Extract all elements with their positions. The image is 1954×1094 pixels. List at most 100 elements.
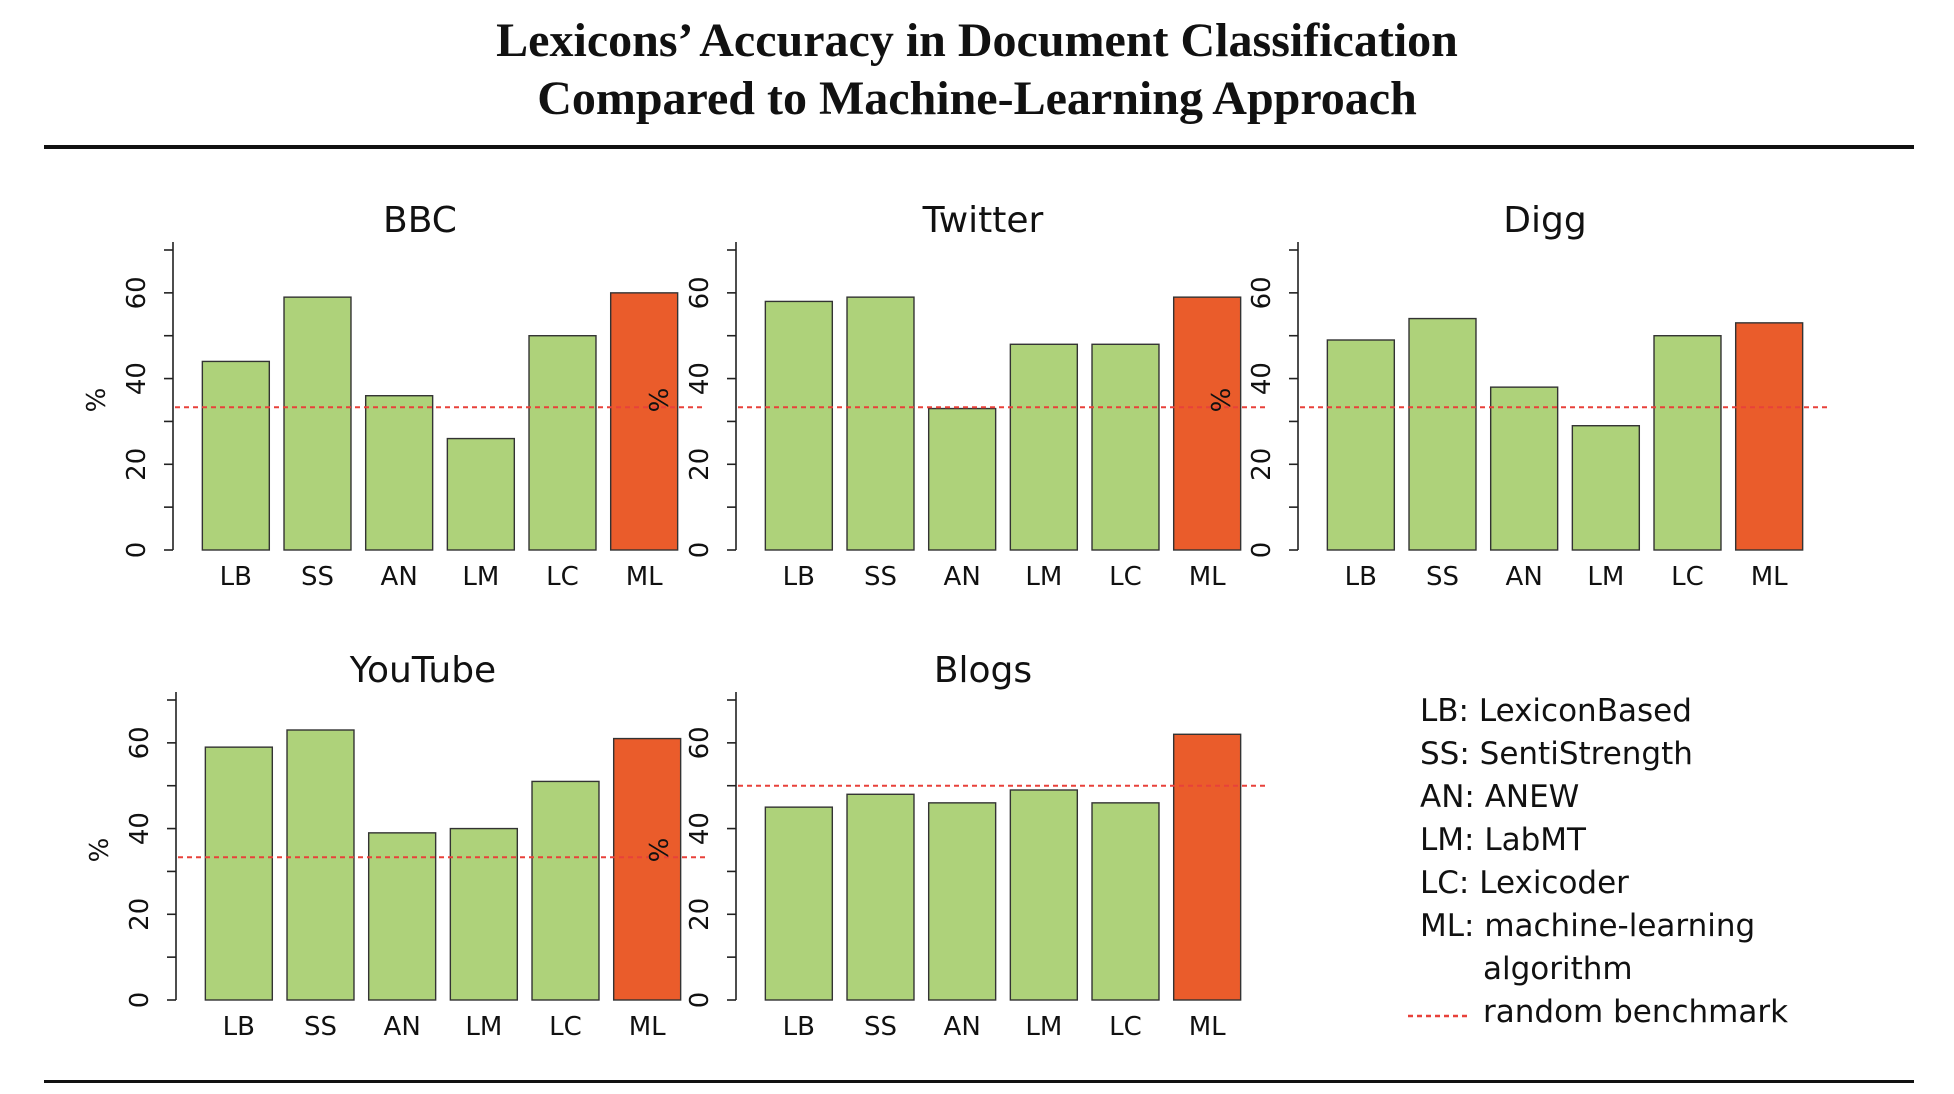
bar-twitter-lc — [1091, 343, 1160, 551]
legend-item-benchmark: random benchmark — [1408, 991, 1789, 1034]
x-tick-label-blogs-ml: ML — [1189, 1012, 1226, 1042]
y-tick-label-bbc: 0 — [122, 542, 152, 559]
y-tick-label-digg: 0 — [1247, 542, 1277, 559]
bar-blogs-lb — [764, 806, 834, 1001]
x-tick-label-digg-ss: SS — [1426, 562, 1459, 592]
x-tick-label-youtube-lc: LC — [549, 1012, 582, 1042]
y-tick-label-blogs: 40 — [685, 812, 715, 845]
bar-twitter-ss — [846, 296, 915, 551]
bar-bbc-lc — [528, 335, 597, 551]
bar-blogs-an — [927, 802, 997, 1001]
y-axis-label-twitter: % — [645, 388, 675, 413]
bar-youtube-ss — [286, 729, 355, 1001]
x-tick-label-bbc-ss: SS — [301, 562, 334, 592]
y-tick-label-bbc: 40 — [122, 362, 152, 395]
bar-blogs-ss — [846, 793, 915, 1001]
x-tick-label-bbc-lm: LM — [462, 562, 499, 592]
y-axis-label-digg: % — [1207, 388, 1237, 413]
panel-title-twitter: Twitter — [922, 200, 1044, 241]
y-tick-label-blogs: 60 — [685, 726, 715, 759]
figure-title-line-1: Lexicons’ Accuracy in Document Classific… — [496, 14, 1458, 67]
y-tick-label-twitter: 40 — [685, 362, 715, 395]
legend-item-lc: LC: Lexicoder — [1420, 865, 1629, 901]
y-axis-label-youtube: % — [85, 838, 115, 863]
bar-youtube-lc — [531, 780, 600, 1001]
x-tick-label-youtube-lm: LM — [465, 1012, 502, 1042]
x-tick-label-digg-lb: LB — [1345, 562, 1377, 592]
bar-digg-ss — [1408, 317, 1477, 551]
bar-digg-lc — [1653, 335, 1722, 551]
x-tick-label-youtube-lb: LB — [223, 1012, 255, 1042]
x-tick-label-bbc-lc: LC — [546, 562, 579, 592]
x-tick-label-blogs-ss: SS — [864, 1012, 897, 1042]
bar-youtube-an — [367, 832, 437, 1001]
bar-digg-lm — [1571, 425, 1641, 551]
legend-item-lb: LB: LexiconBased — [1420, 693, 1692, 729]
x-tick-label-digg-an: AN — [1506, 562, 1543, 592]
x-tick-label-youtube-ss: SS — [304, 1012, 337, 1042]
bar-twitter-lb — [764, 300, 834, 551]
x-tick-label-twitter-ml: ML — [1189, 562, 1226, 592]
bar-twitter-lm — [1009, 343, 1079, 551]
bar-twitter-an — [927, 407, 997, 551]
y-axis-label-blogs: % — [645, 838, 675, 863]
y-tick-label-twitter: 60 — [685, 276, 715, 309]
y-tick-label-youtube: 0 — [125, 992, 155, 1009]
y-tick-label-youtube: 20 — [125, 898, 155, 931]
x-tick-label-blogs-lc: LC — [1109, 1012, 1142, 1042]
bar-digg-an — [1489, 386, 1559, 551]
y-tick-label-youtube: 60 — [125, 726, 155, 759]
y-tick-label-digg: 40 — [1247, 362, 1277, 395]
x-tick-label-bbc-ml: ML — [626, 562, 663, 592]
benchmark-dash-icon — [1408, 1014, 1468, 1018]
y-tick-label-youtube: 40 — [125, 812, 155, 845]
y-tick-label-bbc: 60 — [122, 276, 152, 309]
x-tick-label-digg-lm: LM — [1587, 562, 1624, 592]
legend-item-lm: LM: LabMT — [1420, 822, 1586, 858]
bar-bbc-lb — [201, 360, 271, 551]
bar-blogs-ml — [1172, 733, 1242, 1001]
bar-youtube-lb — [204, 746, 274, 1001]
y-tick-label-twitter: 20 — [685, 448, 715, 481]
bar-digg-lb — [1326, 339, 1396, 551]
bar-bbc-ml — [609, 292, 679, 551]
panel-title-youtube: YouTube — [349, 650, 496, 691]
y-tick-label-twitter: 0 — [685, 542, 715, 559]
x-tick-label-bbc-lb: LB — [220, 562, 252, 592]
bar-blogs-lm — [1009, 789, 1079, 1001]
bar-bbc-ss — [283, 296, 352, 551]
panel-title-blogs: Blogs — [934, 650, 1032, 691]
y-tick-label-blogs: 0 — [685, 992, 715, 1009]
y-tick-label-digg: 20 — [1247, 448, 1277, 481]
x-tick-label-blogs-lb: LB — [783, 1012, 815, 1042]
legend-label-benchmark: random benchmark — [1483, 994, 1789, 1030]
bar-bbc-an — [364, 395, 434, 551]
x-tick-label-twitter-lm: LM — [1025, 562, 1062, 592]
legend: LB: LexiconBased SS: SentiStrength AN: A… — [1408, 690, 1789, 1034]
y-tick-label-bbc: 20 — [122, 448, 152, 481]
top-rule — [44, 145, 1914, 149]
x-tick-label-youtube-an: AN — [384, 1012, 421, 1042]
x-tick-label-twitter-ss: SS — [864, 562, 897, 592]
y-tick-label-digg: 60 — [1247, 276, 1277, 309]
figure-title-line-2: Compared to Machine-Learning Approach — [537, 72, 1417, 125]
x-tick-label-bbc-an: AN — [381, 562, 418, 592]
x-tick-label-blogs-an: AN — [944, 1012, 981, 1042]
legend-item-an: AN: ANEW — [1420, 779, 1580, 815]
legend-item-ml: ML: machine-learning — [1420, 908, 1756, 944]
panel-title-digg: Digg — [1503, 200, 1586, 241]
x-tick-label-digg-ml: ML — [1751, 562, 1788, 592]
bar-bbc-lm — [446, 437, 516, 551]
x-tick-label-digg-lc: LC — [1671, 562, 1704, 592]
y-tick-label-blogs: 20 — [685, 898, 715, 931]
bar-youtube-ml — [612, 737, 682, 1001]
x-tick-label-blogs-lm: LM — [1025, 1012, 1062, 1042]
panel-title-bbc: BBC — [383, 200, 457, 241]
y-axis-label-bbc: % — [82, 388, 112, 413]
bar-youtube-lm — [449, 827, 519, 1001]
legend-item-ml-continued: algorithm — [1483, 951, 1633, 987]
legend-item-ss: SS: SentiStrength — [1420, 736, 1693, 772]
x-tick-label-twitter-lb: LB — [783, 562, 815, 592]
bottom-rule — [44, 1080, 1914, 1083]
